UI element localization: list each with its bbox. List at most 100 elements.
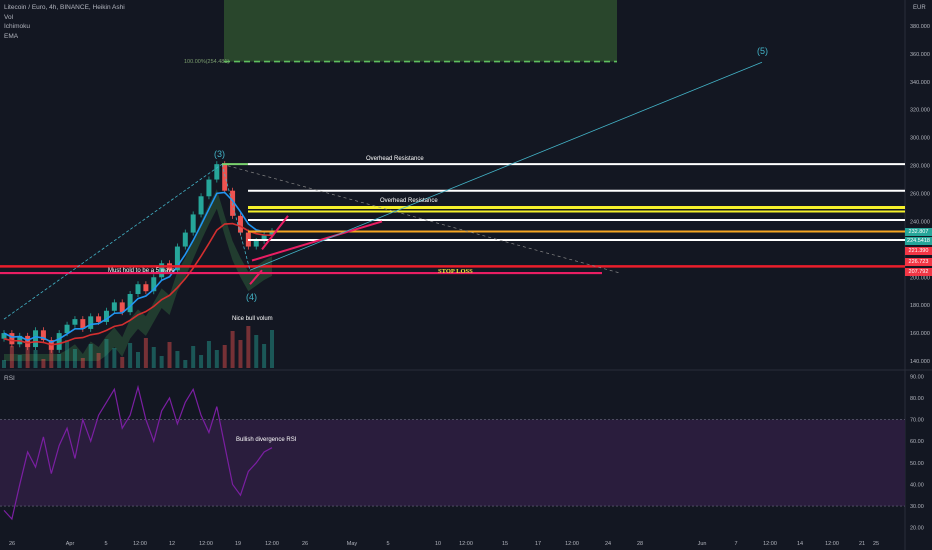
volume-bar — [104, 339, 109, 368]
candle-body — [25, 335, 31, 348]
time-tick-label: 12:00 — [459, 541, 473, 547]
overhead-resistance-label-1: Overhead Resistance — [366, 156, 424, 162]
wave-line-3-4 — [221, 164, 251, 271]
candle-body — [40, 330, 46, 341]
time-tick-label: 12:00 — [265, 541, 279, 547]
candle-body — [182, 232, 188, 247]
wave-4-label: (4) — [246, 292, 257, 302]
time-tick-label: 19 — [235, 541, 241, 547]
stop-loss-label: STOP LOSS — [438, 268, 473, 275]
time-tick-label: 5 — [104, 541, 107, 547]
candle-body — [80, 319, 86, 329]
time-tick-label: Apr — [66, 541, 75, 547]
ichimoku-cloud — [4, 189, 272, 362]
volume-bar — [9, 346, 14, 368]
ema-slow-line — [3, 222, 273, 346]
rsi-line — [3, 384, 273, 521]
rsi-tick-label: 30.00 — [910, 504, 924, 510]
volume-bar — [96, 353, 101, 368]
legend-vol[interactable]: Vol — [4, 13, 14, 21]
candle-body — [56, 333, 62, 350]
time-tick-label: 12:00 — [199, 541, 213, 547]
wave-line-1-3 — [3, 163, 223, 320]
price-tag-5: 207.792 — [905, 268, 932, 276]
price-tick-label: 260.000 — [910, 191, 930, 197]
rsi-tick-label: 60.00 — [910, 439, 924, 445]
volume-bar — [238, 340, 243, 368]
time-tick-label: 12 — [169, 541, 175, 547]
candle-body — [135, 284, 141, 295]
ema-line — [3, 191, 273, 343]
price-tick-label: 360.000 — [910, 52, 930, 58]
price-tick-label: 240.000 — [910, 219, 930, 225]
volume-bar — [136, 352, 140, 368]
time-tick-label: 10 — [435, 541, 441, 547]
candle-body — [33, 330, 39, 348]
time-tick-label: Jun — [698, 541, 707, 547]
price-tick-label: 340.000 — [910, 80, 930, 86]
volume-bar — [41, 359, 46, 368]
volume-bar — [151, 347, 156, 368]
volume-bar — [143, 338, 148, 368]
volume-bar — [17, 355, 22, 368]
candle-body — [111, 302, 117, 311]
time-tick-label: May — [347, 541, 358, 547]
candle-body — [190, 214, 196, 233]
volume-bar — [25, 341, 30, 368]
price-tick-label: 160.000 — [910, 331, 930, 337]
candle-body — [151, 277, 157, 292]
volume-bar — [167, 342, 172, 368]
bullish-divergence-label: Bullish divergence RSI — [236, 437, 297, 443]
time-tick-label: 14 — [797, 541, 803, 547]
volume-bar — [175, 351, 180, 368]
volume-bar — [199, 355, 204, 368]
must-hold-label: Must hold to be a 5 wave — [108, 268, 175, 274]
wave-3-label: (3) — [214, 149, 225, 159]
volume-bar — [65, 340, 70, 368]
time-tick-label: 26 — [302, 541, 308, 547]
price-tag-3: 221.390 — [905, 247, 932, 255]
candle-body — [206, 179, 212, 197]
pink-arrow — [249, 269, 263, 285]
pink-trendline — [251, 220, 383, 262]
wave-line-4-5 — [249, 61, 763, 271]
price-tick-label: 380.000 — [910, 24, 930, 30]
time-tick-label: 12:00 — [763, 541, 777, 547]
pink-trendline-2 — [261, 215, 289, 250]
volume-bar — [128, 343, 133, 368]
price-tag-4: 226.723 — [905, 258, 932, 266]
volume-bar — [33, 350, 38, 368]
legend-ema[interactable]: EMA — [4, 32, 19, 40]
legend-ichimoku[interactable]: Ichimoku — [4, 23, 31, 30]
rsi-pane-label[interactable]: RSI — [4, 375, 15, 382]
volume-bar — [88, 344, 93, 368]
candle-body — [127, 294, 133, 313]
volume-bar — [57, 354, 62, 368]
volume-bar — [262, 344, 267, 368]
volume-bar — [246, 326, 251, 368]
candle-body — [72, 319, 78, 325]
volume-bar — [112, 348, 117, 368]
time-tick-label: 15 — [502, 541, 508, 547]
candle-body — [174, 246, 180, 271]
price-tag-2: 224.5418 — [905, 237, 932, 245]
candle-body — [103, 310, 109, 322]
candle-body — [64, 324, 70, 334]
candle-body — [237, 215, 243, 233]
volume-bar — [49, 345, 54, 368]
candle-body — [1, 333, 7, 339]
candle-body — [9, 333, 15, 345]
volume-bar — [222, 345, 227, 368]
volume-bar — [270, 330, 274, 368]
volume-bar — [2, 360, 6, 368]
candle-body — [269, 231, 275, 236]
time-tick-label: 17 — [535, 541, 541, 547]
fib-target-label: 100.00%(254.481) — [184, 59, 230, 65]
price-tick-label: 280.000 — [910, 164, 930, 170]
bull-volume-label: Nice bull volum — [232, 316, 273, 322]
currency-label[interactable]: EUR — [913, 5, 926, 11]
time-tick-label: 25 — [873, 541, 879, 547]
volume-bar — [214, 350, 219, 368]
candle-body — [159, 263, 165, 278]
